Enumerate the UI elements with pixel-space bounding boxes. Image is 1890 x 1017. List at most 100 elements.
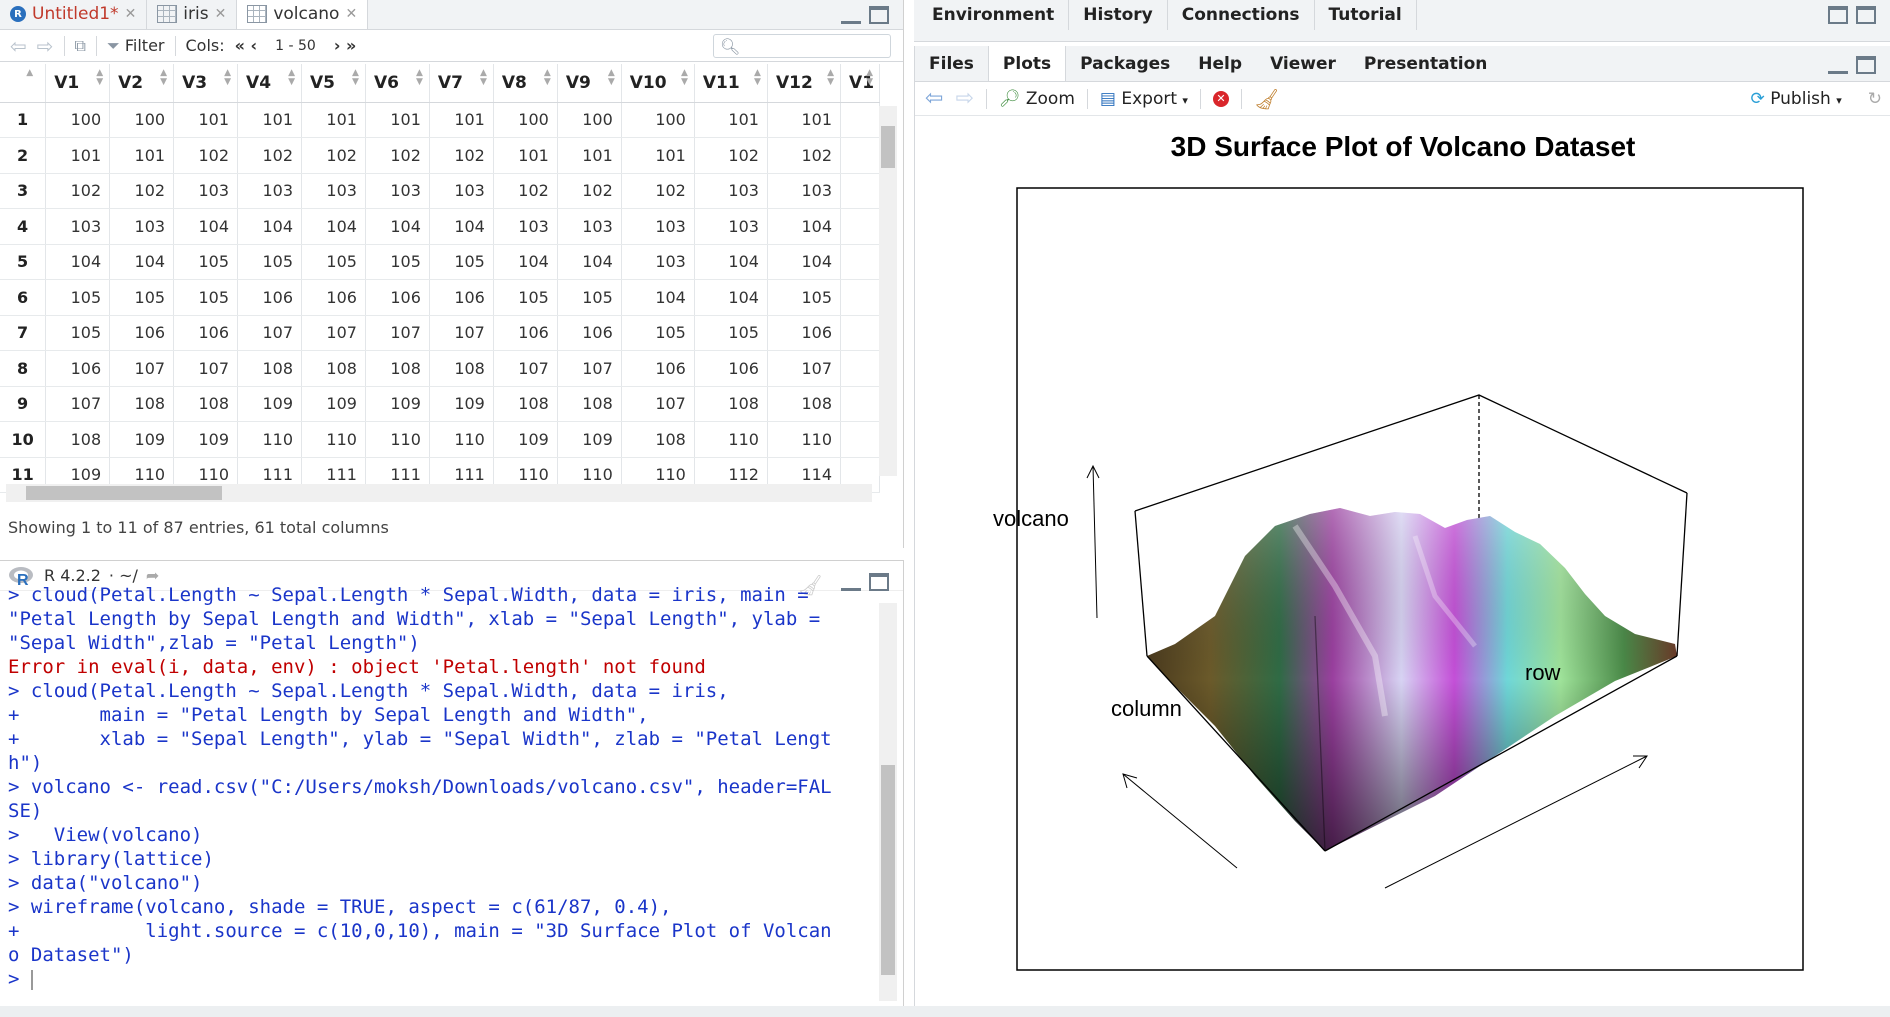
tab-viewer[interactable]: Viewer [1270, 53, 1336, 74]
minimize-pane-button[interactable] [1828, 60, 1848, 74]
close-icon[interactable]: ✕ [345, 6, 358, 22]
sort-icon[interactable]: ▲ ▼ [827, 68, 835, 87]
sort-icon[interactable]: ▲ ▼ [288, 68, 295, 87]
axis-arrows [1086, 464, 1648, 889]
tab-untitled1[interactable]: R Untitled1* ✕ [0, 0, 148, 29]
export-button[interactable]: ▤ Export ▾ [1099, 88, 1188, 109]
console-line: "Petal Length by Sepal Length and Width"… [8, 608, 821, 630]
tab-volcano[interactable]: volcano ✕ [237, 0, 369, 29]
sort-icon[interactable]: ▲ ▼ [754, 68, 761, 87]
column-header[interactable]: V9 ▲ ▼ [557, 64, 622, 103]
tab-help[interactable]: Help [1198, 53, 1243, 74]
filter-button[interactable]: ⏷ Filter [106, 35, 165, 55]
close-icon[interactable]: ✕ [214, 6, 227, 22]
sort-icon[interactable]: ▲ ▼ [479, 68, 487, 87]
clear-console-icon[interactable]: 🧹︎ [797, 573, 823, 597]
horizontal-scrollbar[interactable] [6, 484, 872, 502]
sort-icon[interactable]: ▲ ▼ [866, 68, 873, 87]
previous-plot-icon[interactable]: ⇦ [925, 86, 944, 111]
column-header[interactable]: V4 ▲ ▼ [237, 64, 302, 103]
popout-icon[interactable]: ⧉ [74, 35, 86, 55]
plot-frame [1016, 187, 1804, 971]
scrollbar-thumb[interactable] [881, 765, 895, 975]
working-directory[interactable]: · ~/ [108, 566, 138, 585]
maximize-pane-button[interactable] [869, 573, 889, 591]
console-scrollbar[interactable] [879, 603, 897, 1001]
cols-prev-button[interactable]: « ‹ [234, 36, 258, 55]
console-output[interactable]: > cloud(Petal.Length ~ Sepal.Length * Se… [8, 583, 876, 1003]
row-number: 7 [0, 315, 47, 351]
table-cell: 106 [694, 350, 768, 387]
table-cell: 108 [109, 386, 175, 422]
tab-history[interactable]: History [1069, 0, 1168, 30]
row-number: 9 [0, 386, 47, 422]
go-to-directory-icon[interactable]: ➦ [145, 566, 160, 585]
data-table: ▲ V1 ▲ ▼ V2 ▲ ▼ V3 ▲ ▼ V4 ▲ ▼ V5 ▲ ▼ V6 ▲ ▼ V7 ▲ ▼ V8 ▲ ▼ V9 ▲ ▼ V1… [0, 64, 880, 493]
refresh-icon[interactable]: ↻ [1867, 88, 1882, 109]
column-header[interactable]: V3 ▲ ▼ [173, 64, 239, 103]
column-header[interactable]: V6 ▲ ▼ [365, 64, 430, 103]
sort-icon[interactable]: ▲ ▼ [543, 68, 551, 87]
tab-plots[interactable]: Plots [987, 46, 1067, 81]
sort-icon[interactable]: ▲ ▼ [607, 68, 615, 87]
row-number: 8 [0, 350, 47, 387]
table-row: 5 104 104 105 105 105 105 105 104 104 103 104 104 [0, 244, 880, 280]
column-header[interactable]: V5 ▲ ▼ [301, 64, 366, 103]
maximize-pane-button[interactable] [869, 6, 889, 24]
tab-iris[interactable]: iris ✕ [147, 0, 238, 29]
minimize-pane-button[interactable] [841, 577, 861, 591]
sort-icon[interactable]: ▲ ▼ [415, 68, 423, 87]
sort-icon[interactable]: ▲ ▼ [160, 68, 168, 87]
table-cell: 102 [694, 137, 768, 174]
next-plot-icon[interactable]: ⇨ [955, 86, 974, 111]
column-header[interactable]: V1 ▲ ▼ [840, 64, 880, 103]
minimize-pane-button[interactable] [841, 10, 861, 24]
tab-presentation[interactable]: Presentation [1363, 53, 1488, 74]
table-cell: 102 [301, 137, 366, 174]
row-number-header[interactable]: ▲ [0, 64, 47, 103]
remove-plot-icon[interactable]: ✕ [1212, 90, 1229, 107]
forward-arrow-icon[interactable]: ⇨ [36, 33, 54, 58]
vertical-scrollbar[interactable] [879, 106, 897, 476]
column-header[interactable]: V11 ▲ ▼ [694, 64, 768, 103]
tab-environment[interactable]: Environment [918, 0, 1070, 30]
table-cell: 106 [557, 315, 622, 351]
chevron-down-icon: ▾ [1182, 93, 1188, 107]
table-cell: 103 [45, 208, 111, 245]
cols-next-button[interactable]: › » [333, 36, 357, 55]
sort-icon[interactable]: ▲ ▼ [224, 68, 232, 87]
table-cell: 108 [173, 386, 239, 422]
back-arrow-icon[interactable]: ⇦ [10, 33, 27, 58]
tab-files[interactable]: Files [929, 53, 974, 74]
sort-icon[interactable]: ▲ ▼ [96, 68, 104, 87]
restore-pane-button[interactable] [1828, 6, 1848, 24]
table-cell: 104 [694, 244, 768, 280]
column-header[interactable]: V8 ▲ ▼ [493, 64, 558, 103]
search-input[interactable]: 🔍︎ [713, 34, 891, 58]
maximize-pane-button[interactable] [1856, 6, 1876, 24]
publish-button[interactable]: ⟳ Publish ▾ [1750, 88, 1842, 109]
table-cell: 107 [45, 386, 111, 422]
column-header[interactable]: V10 ▲ ▼ [621, 64, 695, 103]
bounding-box-front [1134, 492, 1688, 852]
tab-tutorial[interactable]: Tutorial [1315, 0, 1417, 30]
table-cell: 107 [301, 315, 366, 351]
tab-connections[interactable]: Connections [1168, 0, 1315, 30]
table-cell: 108 [557, 386, 622, 422]
column-header[interactable]: V12 ▲ ▼ [767, 64, 842, 103]
zoom-button[interactable]: 🔎︎ Zoom [998, 88, 1075, 109]
column-header[interactable]: V1 ▲ ▼ [45, 64, 111, 103]
table-cell: 108 [365, 350, 430, 387]
sort-icon[interactable]: ▲ ▼ [680, 68, 688, 87]
close-icon[interactable]: ✕ [124, 6, 137, 22]
table-cell: 110 [301, 421, 366, 458]
clear-plots-icon[interactable]: 🧹︎ [1253, 86, 1280, 111]
tab-label: volcano [273, 4, 340, 24]
column-header[interactable]: V2 ▲ ▼ [109, 64, 175, 103]
column-header[interactable]: V7 ▲ ▼ [429, 64, 494, 103]
restore-pane-button[interactable] [1856, 56, 1876, 74]
scrollbar-thumb[interactable] [26, 486, 222, 500]
tab-packages[interactable]: Packages [1080, 53, 1171, 74]
scrollbar-thumb[interactable] [881, 126, 895, 168]
sort-icon[interactable]: ▲ ▼ [352, 68, 359, 87]
